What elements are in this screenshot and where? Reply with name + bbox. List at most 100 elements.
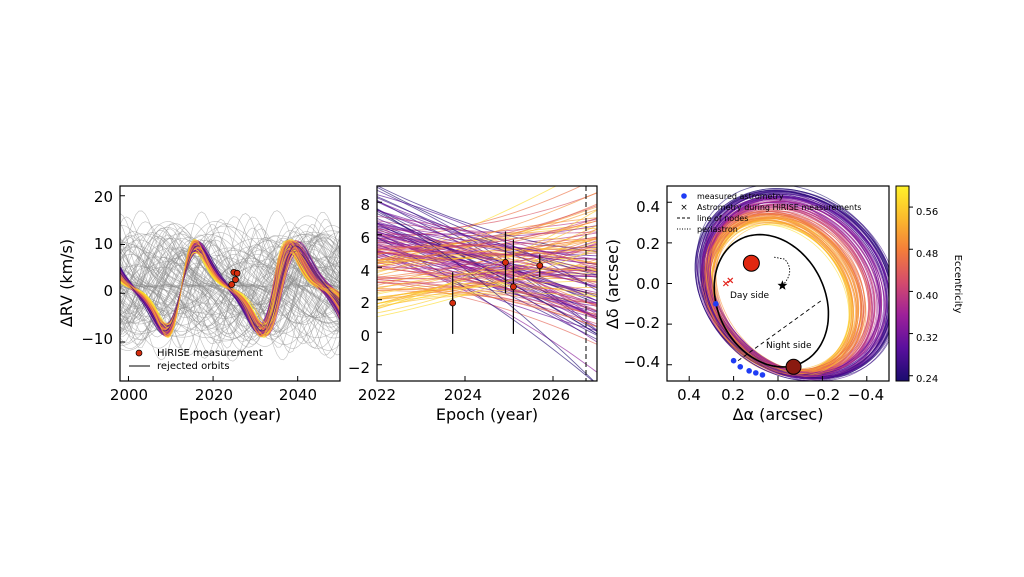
orbit-model xyxy=(377,224,597,315)
colorbar-tick-label: 0.40 xyxy=(916,291,938,302)
orbit-track xyxy=(706,216,853,372)
axes-frame xyxy=(119,185,341,382)
rejected-orbit xyxy=(120,223,340,349)
hirise-measurement xyxy=(449,299,457,307)
accepted-orbit xyxy=(120,239,340,338)
rejected-orbit xyxy=(120,215,340,357)
orbit-model xyxy=(377,237,597,286)
colorbar-tick-label: 0.56 xyxy=(916,207,938,218)
orbit-track xyxy=(706,195,889,379)
xtick-label: 2000 xyxy=(110,386,148,404)
ytick-label: 20 xyxy=(94,188,113,206)
measured-astrometry-point xyxy=(730,357,737,364)
annotation-night-side: Night side xyxy=(766,341,812,351)
ytick-label: −10 xyxy=(81,330,113,348)
xtick-label: 0.0 xyxy=(766,386,790,404)
xtick-label: 2022 xyxy=(358,386,396,404)
legend-label-hirise-astrometry: Astrometry during HiRISE measurements xyxy=(697,203,861,212)
tick-marks xyxy=(376,201,554,381)
line-of-nodes xyxy=(737,299,823,362)
rejected-orbit xyxy=(120,224,340,348)
orbit-model xyxy=(377,186,582,240)
xtick-label: 0.4 xyxy=(677,386,701,404)
orbit-model xyxy=(377,222,597,336)
hirise-measurement xyxy=(228,281,236,288)
xtick-label: 2040 xyxy=(279,386,317,404)
orbit-model xyxy=(377,192,597,261)
orbit-model xyxy=(377,222,597,237)
rejected-orbit xyxy=(120,235,340,337)
orbit-track xyxy=(702,198,875,374)
axes-frame xyxy=(376,185,598,382)
rejected-orbit xyxy=(120,227,340,345)
ytick-label: 0.0 xyxy=(636,275,660,293)
orbit-model xyxy=(377,248,597,274)
xtick-label: −0.2 xyxy=(804,386,840,404)
ytick-label: 0.4 xyxy=(636,198,660,216)
rejected-orbit xyxy=(120,233,340,339)
rejected-orbit xyxy=(120,232,340,340)
hirise-measurement xyxy=(510,283,517,291)
orbit-track xyxy=(703,193,889,381)
legend-label-rejected: rejected orbits xyxy=(157,361,230,372)
xtick-label: 2020 xyxy=(195,386,233,404)
orbit-model xyxy=(377,217,597,248)
panel-astrometry: 0.4 0.2 0.0 −0.2 −0.4 0.4 0.2 0.0 −0.2 −… xyxy=(603,185,890,424)
xtick-label: −0.4 xyxy=(848,386,884,404)
orbit-model xyxy=(377,225,597,305)
ytick-label: 0 xyxy=(360,327,370,345)
rejected-orbit xyxy=(120,233,340,338)
rejected-orbit xyxy=(120,246,340,326)
annotation-day-side: Day side xyxy=(730,291,770,301)
orbit-model xyxy=(377,247,597,318)
measured-astrometry-point xyxy=(746,368,752,374)
measured-astrometry-point xyxy=(759,372,766,378)
colorbar-tick-label: 0.48 xyxy=(916,249,938,260)
orbit-model xyxy=(377,215,597,270)
x-axis-label: Epoch (year) xyxy=(436,405,538,424)
orbit-model xyxy=(377,240,597,270)
hirise-astrometry-cross xyxy=(727,277,734,284)
tick-marks xyxy=(667,201,868,381)
rejected-orbit xyxy=(120,248,340,324)
hirise-measurement xyxy=(502,259,509,266)
planet-day-side xyxy=(742,254,760,272)
legend-marker-hirise xyxy=(135,349,143,357)
colorbar-gradient xyxy=(895,185,910,382)
rejected-orbit xyxy=(120,235,340,337)
ytick-label: 2 xyxy=(360,294,370,312)
rejected-orbit xyxy=(120,223,340,349)
ytick-label: 4 xyxy=(360,262,370,280)
x-axis-label: Δα (arcsec) xyxy=(733,405,824,424)
orbit-model xyxy=(377,262,597,312)
rv-long-orbits xyxy=(120,210,340,362)
orbit-model xyxy=(377,209,597,310)
hirise-measurement xyxy=(233,269,241,277)
legend-label-hirise: HiRISE measurement xyxy=(157,348,263,359)
y-axis-label: Δδ (arcsec) xyxy=(603,239,622,329)
xtick-label: 2026 xyxy=(532,386,570,404)
legend-label-periastron: periastron xyxy=(697,225,738,234)
orbit-model xyxy=(377,247,597,260)
xtick-label: 2024 xyxy=(444,386,482,404)
tick-marks xyxy=(120,195,299,381)
orbit-model xyxy=(377,209,595,381)
legend: HiRISE measurement rejected orbits xyxy=(129,348,263,372)
ytick-label: −0.2 xyxy=(624,314,660,332)
rejected-orbit xyxy=(120,235,340,336)
colorbar-ticks xyxy=(909,206,913,377)
rejected-orbit xyxy=(120,249,340,323)
orbit-model xyxy=(377,201,597,257)
hirise-measurement xyxy=(232,276,239,283)
orbit-model xyxy=(377,268,597,290)
legend: measured astrometry × Astrometry during … xyxy=(677,192,861,234)
orbit-track xyxy=(702,196,888,377)
rejected-orbit xyxy=(120,257,340,315)
legend-label-astrometry: measured astrometry xyxy=(697,192,784,201)
orbit-model xyxy=(377,246,597,272)
orbit-model xyxy=(377,286,597,301)
periastron-line xyxy=(773,256,791,286)
orbit-track xyxy=(703,217,856,375)
ytick-label: −2 xyxy=(348,359,370,377)
rejected-orbit xyxy=(120,231,340,341)
